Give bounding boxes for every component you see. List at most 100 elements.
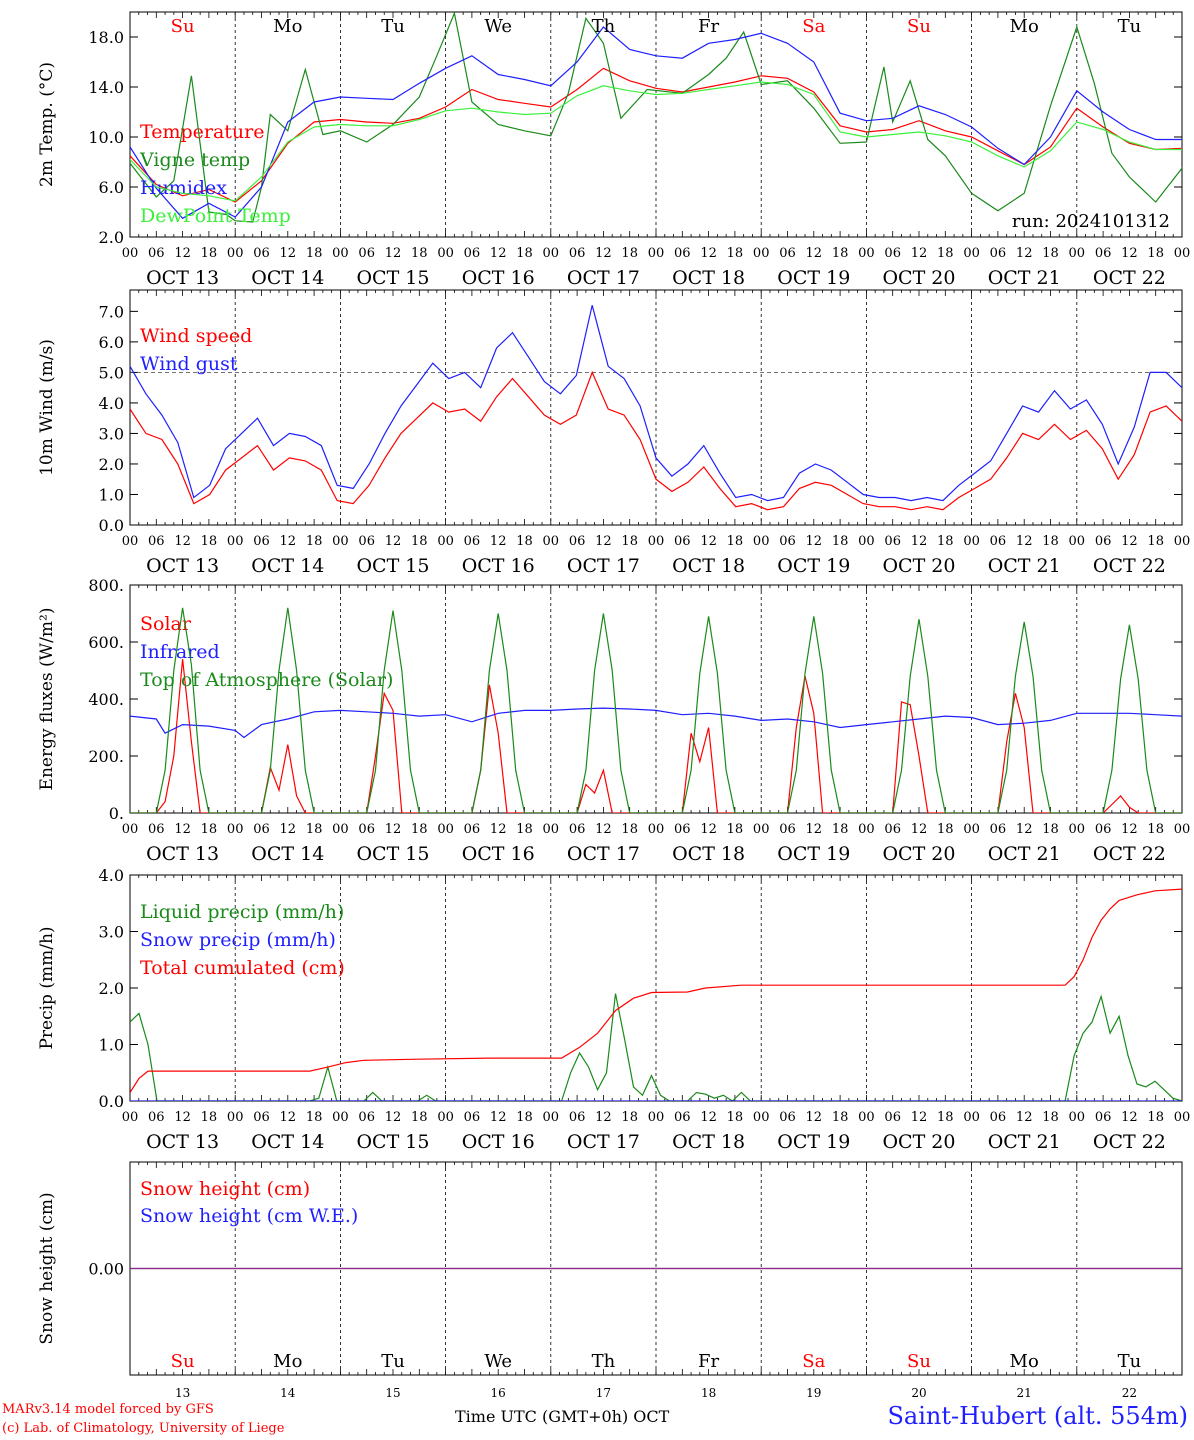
hour-label: 00 (963, 1110, 980, 1125)
day-number: 19 (806, 1386, 821, 1400)
hour-label: 00 (543, 246, 560, 261)
hour-label: 12 (174, 246, 191, 261)
hour-label: 12 (1121, 1110, 1138, 1125)
weekday-label: Tu (381, 1351, 405, 1372)
hour-label: 00 (648, 1110, 665, 1125)
hour-label: 06 (358, 246, 375, 261)
hour-label: 00 (753, 1110, 770, 1125)
legend-entry: Snow height (cm) (140, 1178, 310, 1200)
hour-label: 06 (1095, 246, 1112, 261)
y-axis-label: Snow height (cm) (37, 1192, 57, 1344)
y-tick-label: 200. (88, 747, 124, 766)
hour-label: 00 (753, 822, 770, 837)
series-line-2 (130, 707, 1182, 739)
hour-label: 00 (1069, 534, 1086, 549)
hour-label: 06 (990, 246, 1007, 261)
hour-label: 00 (858, 822, 875, 837)
hour-label: 18 (201, 1110, 218, 1125)
hour-label: 12 (385, 246, 402, 261)
hour-label: 06 (779, 246, 796, 261)
hour-label: 18 (832, 1110, 849, 1125)
legend-entry: Wind speed (140, 325, 252, 347)
hour-label: 06 (569, 534, 586, 549)
hour-label: 18 (832, 822, 849, 837)
hour-label: 12 (280, 246, 297, 261)
date-label: OCT 18 (672, 1131, 745, 1153)
date-label: OCT 21 (988, 1131, 1061, 1153)
weekday-label: Th (592, 1351, 616, 1372)
hour-label: 00 (332, 1110, 349, 1125)
weekday-label: Tu (1118, 1351, 1142, 1372)
hour-label: 12 (385, 822, 402, 837)
hour-label: 18 (727, 246, 744, 261)
hour-label: 18 (306, 822, 323, 837)
hour-label: 00 (437, 822, 454, 837)
hour-label: 18 (937, 1110, 954, 1125)
day-number: 22 (1122, 1386, 1137, 1400)
hour-label: 12 (280, 1110, 297, 1125)
date-label: OCT 13 (146, 555, 219, 577)
hour-label: 12 (174, 534, 191, 549)
hour-label: 00 (1174, 1110, 1191, 1125)
y-tick-label: 600. (88, 633, 124, 652)
hour-label: 18 (306, 1110, 323, 1125)
legend-entry: Snow precip (mm/h) (140, 929, 336, 951)
hour-label: 18 (201, 822, 218, 837)
hour-label: 06 (253, 534, 270, 549)
hour-label: 18 (1147, 1110, 1164, 1125)
hour-label: 06 (253, 246, 270, 261)
hour-label: 18 (1042, 534, 1059, 549)
date-label: OCT 20 (882, 267, 955, 289)
date-label: OCT 14 (251, 843, 324, 865)
hour-label: 06 (464, 246, 481, 261)
hour-label: 06 (674, 822, 691, 837)
series-line-3 (130, 888, 1182, 1093)
hour-label: 18 (621, 822, 638, 837)
panel-2: 0.0 1.0 2.0 3.0 4.0 5.0 6.0 7.0 10m Wind (m/s) Wi… (37, 289, 1191, 577)
hour-label: 18 (516, 822, 533, 837)
hour-label: 18 (1147, 822, 1164, 837)
hour-label: 18 (937, 534, 954, 549)
day-number: 21 (1017, 1386, 1032, 1400)
weekday-label: Su (171, 1351, 195, 1372)
date-label: OCT 16 (462, 843, 535, 865)
date-label: OCT 21 (988, 843, 1061, 865)
weekday-label: Th (592, 16, 616, 37)
day-number: 20 (911, 1386, 926, 1400)
y-tick-label: 1.0 (99, 1036, 124, 1055)
weekday-label: Mo (1010, 1351, 1039, 1372)
hour-label: 12 (490, 246, 507, 261)
station-name: Saint-Hubert (alt. 554m) (887, 1402, 1188, 1430)
day-number: 18 (701, 1386, 716, 1400)
hour-label: 00 (122, 822, 139, 837)
day-number: 14 (280, 1386, 296, 1400)
hour-label: 12 (595, 822, 612, 837)
hour-label: 06 (990, 1110, 1007, 1125)
y-tick-label: 6.0 (99, 333, 124, 352)
date-label: OCT 17 (567, 1131, 640, 1153)
hour-label: 00 (227, 534, 244, 549)
hour-label: 06 (884, 246, 901, 261)
hour-label: 06 (990, 534, 1007, 549)
hour-label: 18 (1042, 1110, 1059, 1125)
hour-label: 00 (1174, 534, 1191, 549)
hour-label: 00 (963, 822, 980, 837)
panel-1: 2.0 6.0 10.0 14.0 18.0 2m Temp. (°C) Temperatu… (37, 11, 1190, 289)
date-label: OCT 22 (1093, 555, 1166, 577)
hour-label: 06 (358, 534, 375, 549)
legend-entry: Snow height (cm W.E.) (140, 1205, 358, 1227)
series-line-1 (130, 370, 1182, 511)
date-label: OCT 14 (251, 555, 324, 577)
weekday-label: Tu (1118, 16, 1142, 37)
hour-label: 12 (385, 534, 402, 549)
hour-label: 12 (1121, 534, 1138, 549)
hour-label: 18 (201, 534, 218, 549)
hour-label: 00 (543, 822, 560, 837)
legend-entry: Wind gust (140, 353, 238, 375)
hour-label: 00 (122, 246, 139, 261)
hour-label: 00 (1069, 1110, 1086, 1125)
hour-label: 12 (174, 1110, 191, 1125)
date-label: OCT 22 (1093, 1131, 1166, 1153)
date-label: OCT 15 (356, 267, 429, 289)
hour-label: 06 (569, 822, 586, 837)
